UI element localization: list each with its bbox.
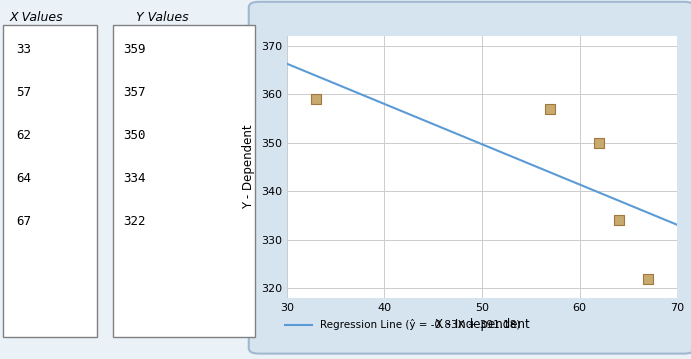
Text: 359: 359 [124,43,146,56]
Text: 322: 322 [124,215,146,228]
Point [643,276,654,281]
Text: 350: 350 [124,129,146,142]
Point [594,140,605,145]
Text: 67: 67 [16,215,31,228]
Text: Y Values: Y Values [137,11,189,24]
Point [545,106,556,112]
Text: 64: 64 [16,172,31,185]
Text: 334: 334 [124,172,146,185]
Y-axis label: Y - Dependent: Y - Dependent [243,125,255,209]
Legend: Regression Line (ŷ = -0.83X + 391.18): Regression Line (ŷ = -0.83X + 391.18) [281,315,524,335]
Bar [113,25,255,337]
Text: 62: 62 [16,129,31,142]
Text: 33: 33 [16,43,31,56]
Text: 357: 357 [124,86,146,99]
Bar [3,25,97,337]
Point [310,96,321,102]
Text: X Values: X Values [10,11,64,24]
Text: 57: 57 [16,86,31,99]
X-axis label: X - Independent: X - Independent [435,318,529,331]
Point [613,218,624,223]
